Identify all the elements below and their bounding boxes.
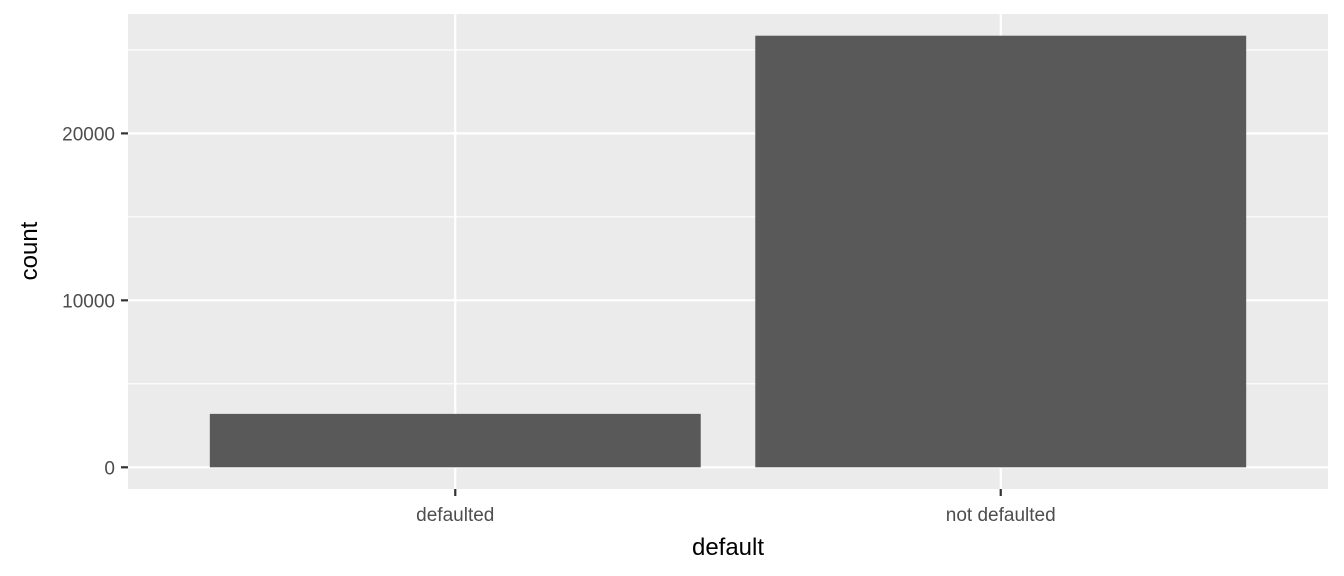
bars xyxy=(209,35,1247,468)
x-axis: defaulted not defaulted xyxy=(416,489,1056,526)
y-tick-label: 10000 xyxy=(62,291,115,312)
y-axis: 0 10000 20000 xyxy=(62,124,128,479)
bar-not-defaulted xyxy=(755,35,1247,468)
y-tick-label: 0 xyxy=(104,458,115,479)
bar-defaulted xyxy=(209,413,701,468)
y-tick-label: 20000 xyxy=(62,124,115,145)
x-tick-label: defaulted xyxy=(416,505,494,526)
x-tick-label: not defaulted xyxy=(946,505,1056,526)
y-axis-title: count xyxy=(16,221,43,280)
x-axis-title: default xyxy=(692,534,764,561)
